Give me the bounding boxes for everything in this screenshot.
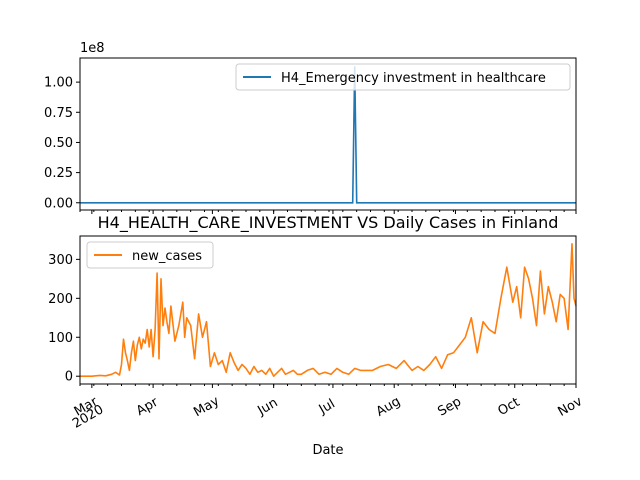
x-tick-label: Sep — [435, 394, 464, 419]
bottom-legend: new_cases — [86, 241, 214, 269]
x-tick-label: Jun — [254, 395, 280, 419]
x-tick-label: May — [191, 394, 222, 421]
top-scale-label: 1e8 — [80, 41, 105, 56]
y-tick-label: 0.00 — [44, 196, 73, 211]
y-tick-label: 1.00 — [44, 76, 73, 91]
y-tick-label: 0 — [65, 370, 73, 385]
top-legend-label: H4_Emergency investment in healthcare — [281, 71, 546, 86]
chart-title: H4_HEALTH_CARE_INVESTMENT VS Daily Cases… — [98, 213, 559, 233]
top-xticks — [79, 210, 577, 214]
y-tick-label: 0.75 — [44, 106, 73, 121]
top-yticks: 0.00 0.25 0.50 0.75 1.00 — [44, 76, 80, 211]
top-axes-frame — [79, 57, 577, 211]
top-chart: 0.00 0.25 0.50 0.75 1.00 1e8 H4_Emergency in… — [44, 41, 577, 214]
x-axis-label: Date — [312, 443, 343, 458]
y-tick-label: 200 — [48, 292, 73, 307]
bottom-series-line — [80, 243, 577, 377]
bottom-yticks: 0 100 200 300 — [48, 253, 80, 385]
bottom-xticks: Mar Apr May Jun Jul Aug Sep Oct Nov — [72, 384, 586, 421]
y-tick-label: 0.50 — [44, 136, 73, 151]
x-tick-label: Oct — [496, 395, 523, 419]
x-tick-label: Aug — [374, 394, 403, 420]
bottom-axes-frame — [79, 235, 577, 385]
x-tick-label: Apr — [134, 395, 162, 420]
bottom-chart: H4_HEALTH_CARE_INVESTMENT VS Daily Cases… — [48, 213, 585, 458]
bottom-legend-label: new_cases — [132, 249, 202, 264]
x-tick-label: Jul — [316, 397, 338, 418]
x-tick-label: Nov — [556, 394, 586, 420]
bottom-legend-box — [86, 241, 214, 269]
y-tick-label: 300 — [48, 253, 73, 268]
top-legend-box — [235, 63, 571, 91]
y-tick-label: 100 — [48, 331, 73, 346]
y-tick-label: 0.25 — [44, 166, 73, 181]
top-legend: H4_Emergency investment in healthcare — [235, 63, 571, 91]
